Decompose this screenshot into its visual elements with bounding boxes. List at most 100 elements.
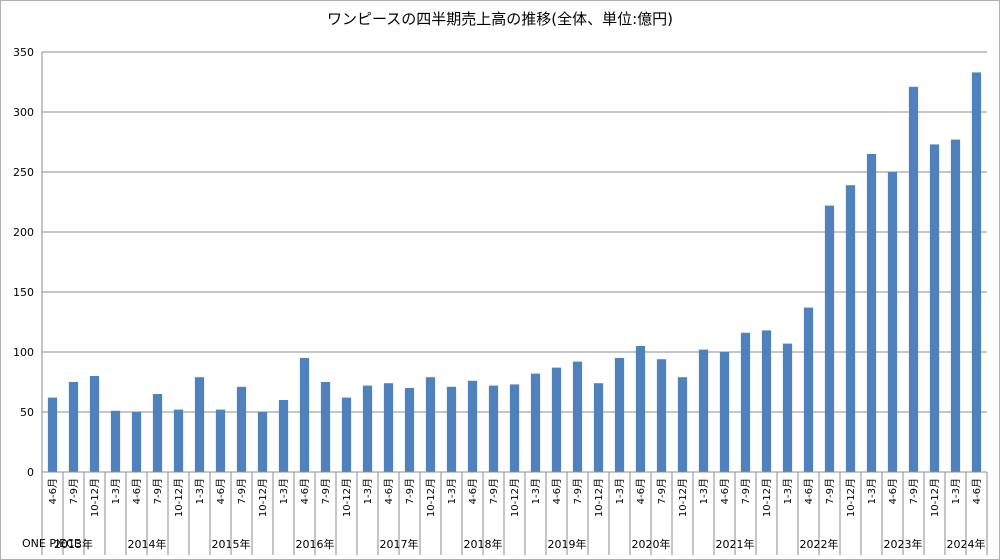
x-tick-label: 4-6月	[215, 478, 227, 504]
x-tick-label: 1-3月	[362, 478, 374, 504]
series-label: ONE PIECE	[22, 537, 81, 550]
bar	[509, 384, 520, 472]
bar	[824, 205, 835, 472]
x-tick-label: 4-6月	[887, 478, 899, 504]
bar	[971, 72, 982, 473]
x-tick-label: 4-6月	[467, 478, 479, 504]
x-tick-label: 7-9月	[152, 478, 164, 504]
bar	[215, 409, 226, 472]
x-tick-label: 4-6月	[131, 478, 143, 504]
bar	[782, 343, 793, 472]
y-tick-label: 200	[13, 226, 34, 239]
bar	[887, 172, 898, 472]
bar	[614, 358, 625, 472]
bar	[446, 386, 457, 472]
bar	[593, 383, 604, 472]
x-tick-label: 4-6月	[299, 478, 311, 504]
x-tick-label: 10-12月	[257, 478, 269, 517]
bar	[68, 382, 79, 472]
x-tick-label: 7-9月	[320, 478, 332, 504]
bar	[278, 400, 289, 472]
x-tick-label: 4-6月	[47, 478, 59, 504]
x-tick-label: 7-9月	[908, 478, 920, 504]
year-label: 2022年	[800, 537, 839, 551]
x-tick-label: 7-9月	[488, 478, 500, 504]
bar	[740, 332, 751, 472]
x-tick-label: 10-12月	[509, 478, 521, 517]
year-label: 2013年	[54, 537, 93, 551]
x-tick-label: 1-3月	[194, 478, 206, 504]
bar	[845, 185, 856, 472]
bar	[110, 410, 121, 472]
x-tick-label: 10-12月	[761, 478, 773, 517]
year-label: 2015年	[212, 537, 251, 551]
x-tick-label: 7-9月	[236, 478, 248, 504]
bar	[719, 352, 730, 472]
x-tick-label: 4-6月	[383, 478, 395, 504]
x-tick-label: 1-3月	[530, 478, 542, 504]
x-tick-label: 7-9月	[824, 478, 836, 504]
bar	[236, 386, 247, 472]
x-tick-label: 7-9月	[68, 478, 80, 504]
x-tick-label: 4-6月	[803, 478, 815, 504]
x-tick-label: 1-3月	[950, 478, 962, 504]
bar	[488, 385, 499, 472]
y-tick-label: 300	[13, 106, 34, 119]
bar	[551, 367, 562, 472]
x-axis: 4-6月 7-9月 10-12月 1-3月 4-6月 7-9月 10-12月 1-3月 4-6月…	[41, 471, 988, 555]
bars	[47, 72, 982, 473]
bar	[362, 385, 373, 472]
bar	[257, 412, 268, 472]
bar	[152, 394, 163, 472]
bar	[656, 359, 667, 472]
x-tick-label: 4-6月	[551, 478, 563, 504]
bar	[635, 346, 646, 472]
bar	[677, 377, 688, 472]
bar	[47, 397, 58, 472]
year-label: 2023年	[884, 537, 923, 551]
y-tick-label: 50	[20, 406, 34, 419]
x-tick-label: 4-6月	[635, 478, 647, 504]
x-tick-label: 10-12月	[845, 478, 857, 517]
bar	[698, 349, 709, 472]
year-label: 2017年	[380, 537, 419, 551]
x-tick-label: 1-3月	[782, 478, 794, 504]
bar	[803, 307, 814, 472]
chart-title: ワンピースの四半期売上高の推移(全体、単位:億円)	[327, 10, 673, 28]
bar	[341, 397, 352, 472]
bar	[194, 377, 205, 472]
bar	[929, 144, 940, 472]
year-label: 2024年	[947, 537, 986, 551]
bar	[89, 376, 100, 472]
bar	[425, 377, 436, 472]
bar	[320, 382, 331, 472]
year-label: 2019年	[548, 537, 587, 551]
x-tick-label: 10-12月	[593, 478, 605, 517]
x-tick-label: 4-6月	[971, 478, 983, 504]
bar	[530, 373, 541, 472]
year-label: 2018年	[464, 537, 503, 551]
y-tick-label: 0	[27, 466, 34, 479]
x-tick-label: 7-9月	[740, 478, 752, 504]
x-tick-label: 7-9月	[656, 478, 668, 504]
x-tick-label: 10-12月	[929, 478, 941, 517]
bar	[572, 361, 583, 472]
x-tick-label: 7-9月	[404, 478, 416, 504]
bar	[131, 412, 142, 472]
bar	[404, 388, 415, 472]
bar	[467, 380, 478, 472]
bar	[383, 383, 394, 472]
x-tick-label: 10-12月	[425, 478, 437, 517]
x-tick-label: 1-3月	[278, 478, 290, 504]
x-tick-label: 4-6月	[719, 478, 731, 504]
bar	[173, 409, 184, 472]
y-tick-label: 150	[13, 286, 34, 299]
bar	[866, 154, 877, 472]
y-tick-label: 250	[13, 166, 34, 179]
x-tick-label: 10-12月	[677, 478, 689, 517]
x-tick-label: 1-3月	[614, 478, 626, 504]
x-tick-label: 1-3月	[446, 478, 458, 504]
x-tick-label: 1-3月	[698, 478, 710, 504]
